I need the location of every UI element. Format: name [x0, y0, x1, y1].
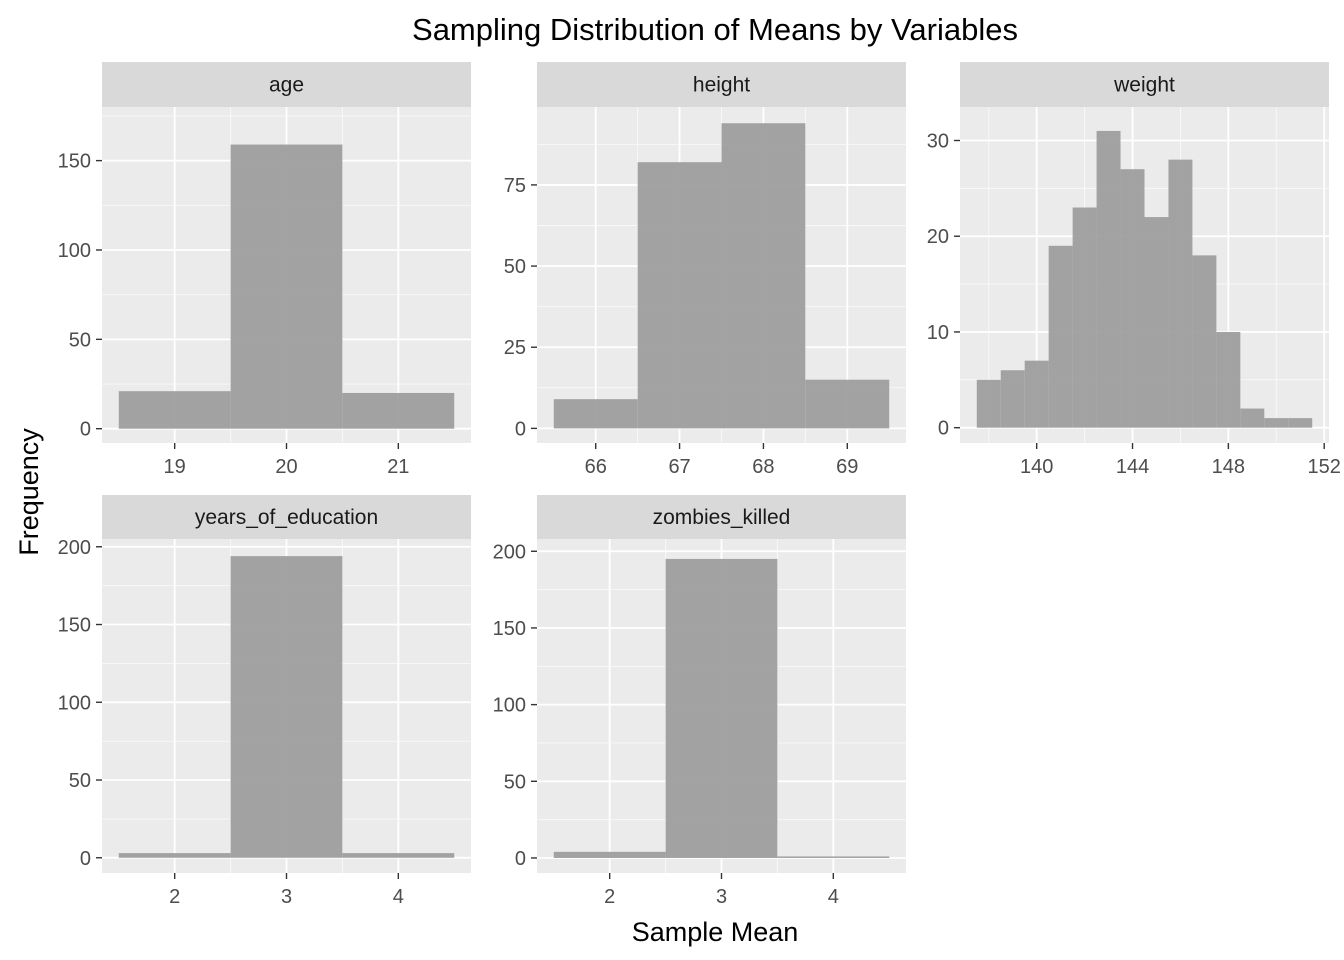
x-tick-label: 69 [836, 456, 858, 478]
y-tick-label: 150 [58, 151, 91, 173]
y-axis-title: Frequency [14, 428, 44, 556]
y-tick-label: 200 [493, 541, 526, 563]
histogram-bar [553, 399, 638, 429]
histogram-bar [342, 392, 455, 429]
y-tick-label: 150 [58, 615, 91, 637]
facet-years-of-education: years_of_education 0 50 100 150 200 2 3 4 [58, 495, 471, 908]
chart-title: Sampling Distribution of Means by Variab… [412, 12, 1018, 47]
x-tick-label: 2 [169, 886, 180, 908]
facet-strip-label: zombies_killed [653, 506, 791, 529]
facet-age: age 0 50 100 150 19 20 21 [58, 62, 471, 478]
y-tick-label: 0 [80, 848, 91, 870]
histogram-bar [1168, 159, 1193, 428]
histogram-bar [1216, 331, 1241, 428]
y-tick-label: 30 [927, 131, 949, 153]
histogram-bar [1240, 408, 1265, 428]
x-tick-label: 66 [585, 456, 607, 478]
facet-strip [102, 62, 471, 107]
x-tick-label: 148 [1212, 456, 1245, 478]
y-tick-label: 25 [504, 337, 526, 359]
histogram-bar [230, 556, 343, 858]
facet-strip [537, 62, 906, 107]
y-tick-label: 0 [80, 419, 91, 441]
histogram-bar [1120, 169, 1145, 428]
x-tick-label: 19 [164, 456, 186, 478]
y-tick-label: 75 [504, 175, 526, 197]
x-axis-title: Sample Mean [632, 917, 799, 947]
facet-strip-label: years_of_education [195, 506, 378, 529]
y-tick-label: 150 [493, 618, 526, 640]
histogram-bar [553, 851, 666, 858]
y-tick-label: 0 [515, 848, 526, 870]
facet-strip [102, 495, 471, 539]
y-tick-label: 200 [58, 537, 91, 559]
x-tick-label: 67 [668, 456, 690, 478]
x-tick-label: 2 [604, 886, 615, 908]
histogram-bar [1288, 418, 1313, 428]
y-tick-label: 100 [493, 695, 526, 717]
facet-zombies-killed: zombies_killed 0 50 100 150 200 2 3 4 [493, 495, 906, 908]
histogram-bar [1144, 217, 1169, 428]
histogram-bar [118, 391, 231, 429]
x-tick-label: 21 [387, 456, 409, 478]
x-tick-label: 68 [752, 456, 774, 478]
facet-strip-label: weight [1113, 74, 1175, 97]
histogram-bar [637, 162, 722, 429]
x-tick-label: 152 [1308, 456, 1341, 478]
histogram-bar [342, 853, 455, 858]
y-tick-label: 0 [938, 418, 949, 440]
x-tick-label: 3 [281, 886, 292, 908]
histogram-bar [1000, 370, 1025, 428]
y-tick-label: 50 [504, 771, 526, 793]
histogram-bar [665, 558, 778, 858]
histogram-bar [976, 379, 1001, 428]
histogram-bar [1096, 130, 1121, 428]
x-tick-label: 140 [1020, 456, 1053, 478]
histogram-bar [721, 123, 806, 429]
y-tick-label: 10 [927, 322, 949, 344]
x-tick-label: 20 [275, 456, 297, 478]
x-tick-label: 4 [393, 886, 404, 908]
histogram-bar [1048, 245, 1073, 428]
histogram-bar [777, 856, 890, 858]
facet-strip-label: age [269, 74, 304, 97]
histogram-bar [230, 144, 343, 429]
histogram-bar [1024, 360, 1049, 428]
facet-strip-label: height [693, 74, 750, 97]
facet-weight: weight 0 10 20 30 140 144 148 152 [927, 62, 1341, 478]
y-tick-label: 0 [515, 418, 526, 440]
histogram-bar [805, 379, 890, 429]
y-tick-label: 20 [927, 226, 949, 248]
facet-strip [960, 62, 1329, 107]
histogram-bar [1264, 418, 1289, 428]
y-tick-label: 50 [69, 770, 91, 792]
y-tick-label: 50 [504, 256, 526, 278]
y-tick-label: 100 [58, 240, 91, 262]
y-tick-label: 100 [58, 692, 91, 714]
x-tick-label: 4 [828, 886, 839, 908]
x-tick-label: 3 [716, 886, 727, 908]
histogram-bar [118, 853, 231, 858]
histogram-bar [1192, 255, 1217, 428]
y-tick-label: 50 [69, 329, 91, 351]
histogram-bar [1072, 207, 1097, 428]
facet-height: height 0 25 50 75 66 67 68 69 [504, 62, 906, 478]
facet-strip [537, 495, 906, 539]
x-tick-label: 144 [1116, 456, 1149, 478]
